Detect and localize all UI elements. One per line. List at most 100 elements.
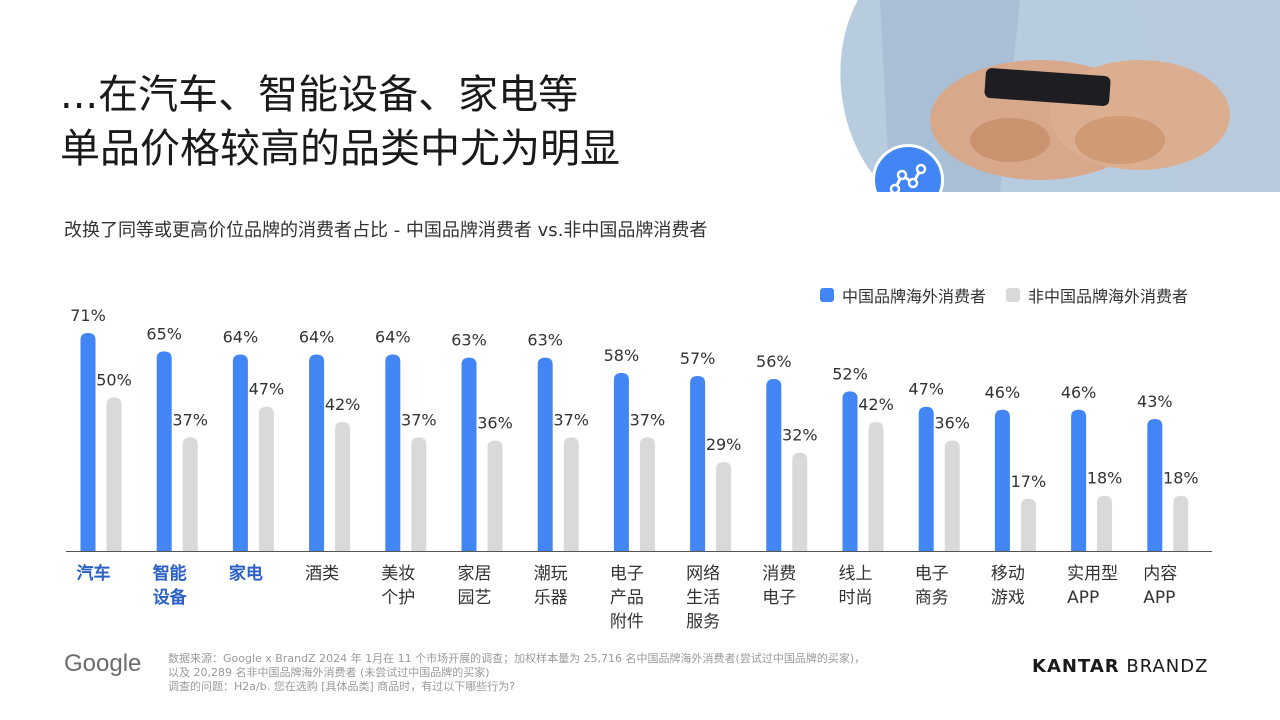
bar-series1-1-label: 65% bbox=[146, 324, 182, 343]
category-label-7: 电子 产品 附件 bbox=[610, 562, 680, 634]
category-label-13-line-1: APP bbox=[1067, 588, 1100, 608]
bar-series1-14-label: 43% bbox=[1137, 392, 1173, 411]
bar-series1-12 bbox=[994, 409, 1010, 551]
kantar-logo-rest: BRANDZ bbox=[1126, 656, 1209, 677]
bar-series1-2-label: 64% bbox=[223, 327, 259, 346]
bar-series1-12-label: 46% bbox=[985, 383, 1021, 402]
footnote-line-3: 调查的问题：H2a/b. 您在选购 [具体品类] 商品时，有过以下哪些行为? bbox=[168, 680, 516, 693]
source-footnote: 数据来源：Google x BrandZ 2024 年 1月在 11 个市场开展… bbox=[168, 652, 948, 694]
category-label-6-line-1: 乐器 bbox=[533, 588, 568, 608]
bar-series2-1-label: 37% bbox=[172, 410, 208, 429]
category-label-7-line-1: 产品 bbox=[609, 588, 644, 608]
bar-series2-0-label: 50% bbox=[96, 370, 132, 389]
bar-series1-2 bbox=[232, 354, 248, 551]
category-label-2-line-0: 家电 bbox=[228, 564, 263, 584]
category-label-5-line-1: 园艺 bbox=[457, 588, 492, 608]
bar-series2-13 bbox=[1097, 495, 1113, 551]
category-label-2: 家电 bbox=[229, 562, 299, 586]
bar-series2-12 bbox=[1020, 498, 1036, 551]
bar-series2-13-label: 18% bbox=[1087, 469, 1123, 488]
category-label-3-line-0: 酒类 bbox=[305, 564, 340, 584]
category-label-4: 美妆 个护 bbox=[381, 562, 451, 610]
bar-series1-1 bbox=[156, 351, 172, 551]
bar-series2-4-label: 37% bbox=[401, 410, 437, 429]
bar-series1-11 bbox=[918, 406, 934, 551]
category-label-8-line-2: 服务 bbox=[686, 612, 721, 632]
legend-swatch-series2 bbox=[1006, 288, 1021, 302]
footnote-line-2: 以及 20,289 名非中国品牌海外消费者 (未尝试过中国品牌的买家) bbox=[168, 666, 490, 679]
category-label-1: 智能 设备 bbox=[153, 562, 223, 610]
bar-series1-6 bbox=[537, 357, 553, 551]
bar-series1-6-label: 63% bbox=[527, 331, 563, 350]
category-label-14-line-1: APP bbox=[1143, 588, 1176, 608]
category-label-8-line-1: 生活 bbox=[686, 588, 721, 608]
bar-series2-5-label: 36% bbox=[477, 413, 513, 432]
chart-trend-icon bbox=[872, 144, 944, 192]
bar-series1-3-label: 64% bbox=[299, 327, 335, 346]
category-label-11: 电子 商务 bbox=[915, 562, 985, 610]
bar-series1-0-label: 71% bbox=[70, 306, 106, 325]
title-line-2: 单品价格较高的品类中尤为明显 bbox=[60, 126, 620, 172]
category-label-0: 汽车 bbox=[77, 562, 147, 586]
bar-series1-4 bbox=[385, 354, 401, 551]
category-label-10-line-1: 时尚 bbox=[838, 588, 873, 608]
category-label-7-line-2: 附件 bbox=[609, 612, 644, 632]
category-label-11-line-0: 电子 bbox=[914, 564, 949, 584]
bar-series1-3 bbox=[309, 354, 325, 551]
google-logo: Google bbox=[64, 650, 142, 677]
bar-series2-8 bbox=[716, 461, 732, 551]
hands-holding-phone-photo bbox=[820, 0, 1280, 192]
bar-series1-13-label: 46% bbox=[1061, 383, 1097, 402]
bar-series2-6 bbox=[563, 437, 579, 551]
bar-series1-10-label: 52% bbox=[832, 364, 868, 383]
bar-series2-9 bbox=[792, 452, 808, 551]
bar-series1-5 bbox=[461, 357, 477, 551]
bar-series2-3 bbox=[335, 422, 351, 551]
bar-series1-5-label: 63% bbox=[451, 331, 487, 350]
page-title: ...在汽车、智能设备、家电等 单品价格较高的品类中尤为明显 bbox=[60, 68, 620, 176]
bar-series1-7 bbox=[613, 372, 629, 551]
title-line-1: ...在汽车、智能设备、家电等 bbox=[60, 72, 579, 118]
bar-series1-8 bbox=[690, 375, 706, 551]
bar-series2-6-label: 37% bbox=[553, 410, 589, 429]
category-label-12-line-0: 移动 bbox=[990, 564, 1025, 584]
category-label-6: 潮玩 乐器 bbox=[534, 562, 604, 610]
category-label-1-line-0: 智能 bbox=[152, 564, 187, 584]
bar-series2-14-label: 18% bbox=[1163, 469, 1199, 488]
bar-series2-7-label: 37% bbox=[630, 410, 666, 429]
chart-subtitle: 改换了同等或更高价位品牌的消费者占比 - 中国品牌消费者 vs.非中国品牌消费者 bbox=[64, 220, 708, 241]
category-label-13: 实用型 APP bbox=[1067, 562, 1137, 610]
legend-item-series1: 中国品牌海外消费者 bbox=[820, 283, 986, 307]
bar-series2-4 bbox=[411, 437, 427, 551]
category-label-5-line-0: 家居 bbox=[457, 564, 492, 584]
category-label-13-line-0: 实用型 bbox=[1067, 564, 1119, 584]
bar-series2-10-label: 42% bbox=[858, 395, 894, 414]
legend-swatch-series1 bbox=[820, 288, 834, 302]
bar-series1-14 bbox=[1147, 418, 1163, 551]
bar-series2-1 bbox=[182, 437, 198, 551]
category-label-6-line-0: 潮玩 bbox=[533, 564, 568, 584]
bar-series1-8-label: 57% bbox=[680, 349, 716, 368]
bar-series2-7 bbox=[639, 437, 655, 551]
bar-series2-3-label: 42% bbox=[325, 395, 361, 414]
category-label-10: 线上 时尚 bbox=[839, 562, 909, 610]
category-label-0-line-0: 汽车 bbox=[76, 564, 111, 584]
category-label-12: 移动 游戏 bbox=[991, 562, 1061, 610]
legend-item-series2: 非中国品牌海外消费者 bbox=[1006, 283, 1188, 307]
category-label-9-line-1: 电子 bbox=[762, 588, 797, 608]
legend-label-series1: 中国品牌海外消费者 bbox=[842, 287, 987, 306]
kantar-logo-bold: KANTAR bbox=[1032, 656, 1120, 677]
legend-label-series2: 非中国品牌海外消费者 bbox=[1028, 287, 1189, 306]
category-label-5: 家居 园艺 bbox=[458, 562, 528, 610]
bar-series2-2-label: 47% bbox=[249, 380, 285, 399]
kantar-brandz-logo: KANTAR BRANDZ bbox=[1032, 656, 1208, 677]
bar-series2-9-label: 32% bbox=[782, 426, 818, 445]
bar-series2-11 bbox=[944, 440, 960, 551]
category-label-8: 网络 生活 服务 bbox=[686, 562, 756, 634]
bar-series2-5 bbox=[487, 440, 503, 551]
category-label-14-line-0: 内容 bbox=[1143, 564, 1178, 584]
bar-series2-14 bbox=[1173, 495, 1189, 551]
bar-series2-8-label: 29% bbox=[706, 435, 742, 454]
category-label-8-line-0: 网络 bbox=[686, 564, 721, 584]
category-label-11-line-1: 商务 bbox=[914, 588, 949, 608]
